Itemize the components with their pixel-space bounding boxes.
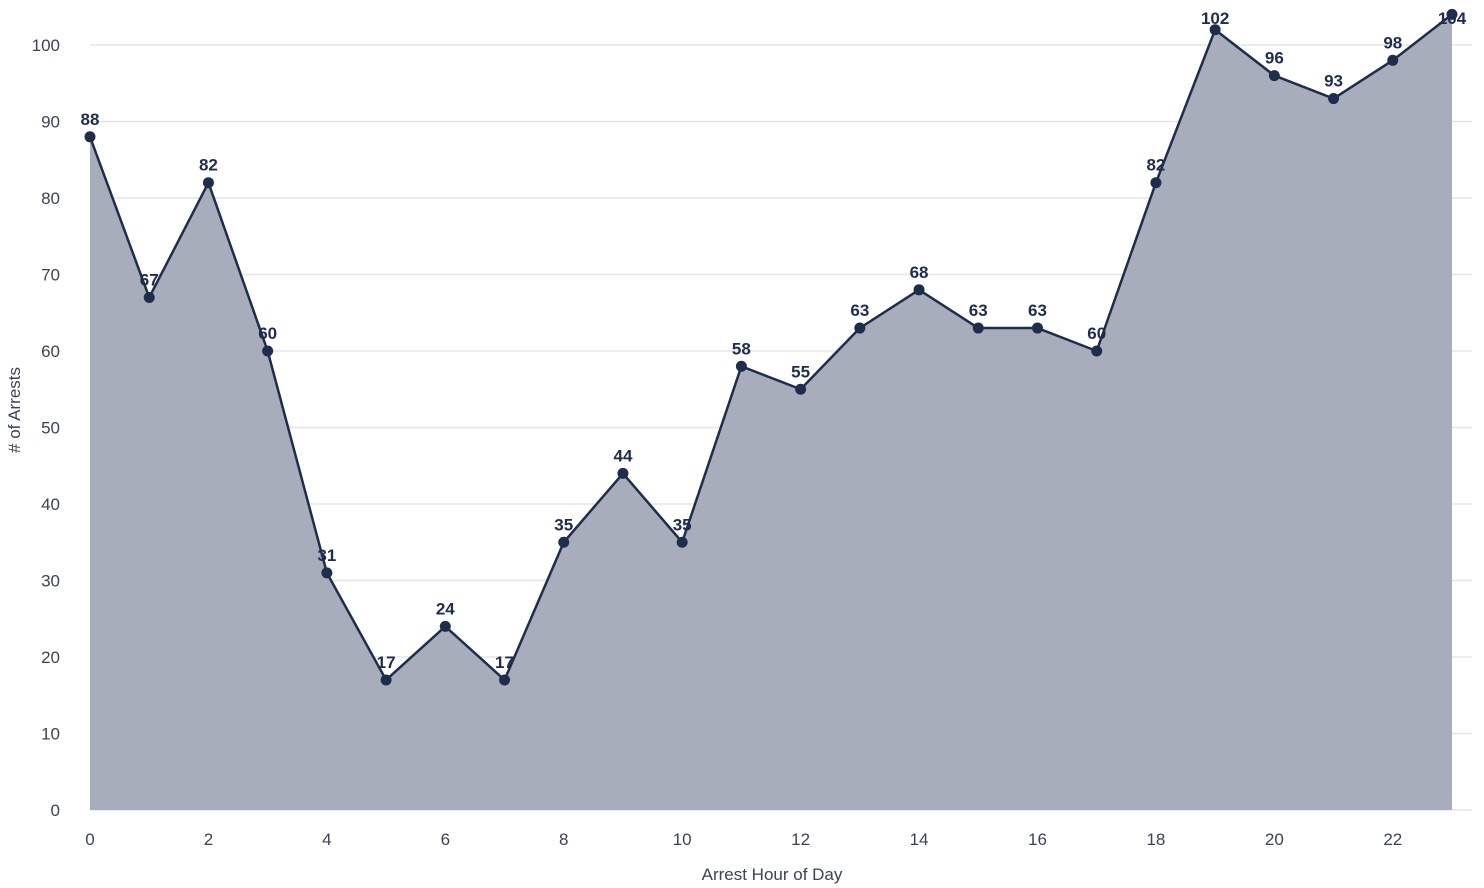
x-axis-title: Arrest Hour of Day <box>702 865 843 884</box>
data-label-19: 102 <box>1201 9 1229 28</box>
data-point-23 <box>1446 8 1458 20</box>
y-tick-label-80: 80 <box>41 189 60 208</box>
x-tick-label-8: 8 <box>559 830 568 849</box>
data-point-7 <box>499 674 511 686</box>
data-point-17 <box>1091 345 1103 357</box>
data-point-11 <box>735 360 747 372</box>
x-axis-ticks: 0 2 4 6 8 10 12 14 16 18 20 22 <box>85 830 1402 849</box>
area-fill <box>90 14 1452 810</box>
data-label-13: 63 <box>850 301 869 320</box>
data-label-20: 96 <box>1265 49 1284 68</box>
data-point-1 <box>143 291 155 303</box>
data-label-12: 55 <box>791 362 810 381</box>
x-tick-label-12: 12 <box>791 830 810 849</box>
data-point-8 <box>558 536 570 548</box>
data-label-10: 35 <box>673 515 692 534</box>
data-point-18 <box>1150 177 1162 189</box>
y-axis-title: # of Arrests <box>5 367 24 453</box>
data-point-10 <box>676 536 688 548</box>
data-label-4: 31 <box>317 546 336 565</box>
data-point-22 <box>1387 54 1399 66</box>
y-tick-label-20: 20 <box>41 648 60 667</box>
x-tick-label-18: 18 <box>1146 830 1165 849</box>
data-label-1: 67 <box>140 270 159 289</box>
x-tick-label-16: 16 <box>1028 830 1047 849</box>
data-label-5: 17 <box>377 653 396 672</box>
x-tick-label-6: 6 <box>441 830 450 849</box>
y-tick-label-90: 90 <box>41 113 60 132</box>
y-tick-label-100: 100 <box>32 36 60 55</box>
data-label-23: 104 <box>1438 9 1467 28</box>
data-labels: 88 67 82 60 31 17 24 17 35 44 35 58 55 63 68 63 63 60 82 10… <box>81 9 1467 672</box>
data-label-11: 58 <box>732 339 751 358</box>
x-tick-label-22: 22 <box>1383 830 1402 849</box>
x-tick-label-4: 4 <box>322 830 331 849</box>
data-point-3 <box>262 345 274 357</box>
data-point-5 <box>380 674 392 686</box>
data-point-2 <box>202 177 214 189</box>
data-point-0 <box>84 131 96 143</box>
y-tick-label-40: 40 <box>41 495 60 514</box>
data-label-0: 88 <box>81 110 100 129</box>
x-tick-label-10: 10 <box>673 830 692 849</box>
data-label-8: 35 <box>554 515 573 534</box>
data-label-15: 63 <box>969 301 988 320</box>
x-tick-label-20: 20 <box>1265 830 1284 849</box>
data-point-13 <box>854 322 866 334</box>
data-point-4 <box>321 567 333 579</box>
x-tick-label-14: 14 <box>910 830 929 849</box>
data-label-21: 93 <box>1324 72 1343 91</box>
data-label-2: 82 <box>199 156 218 175</box>
data-label-17: 60 <box>1087 324 1106 343</box>
x-tick-label-0: 0 <box>85 830 94 849</box>
y-tick-label-60: 60 <box>41 342 60 361</box>
data-point-19 <box>1209 24 1221 36</box>
x-tick-label-2: 2 <box>204 830 213 849</box>
data-label-18: 82 <box>1146 156 1165 175</box>
data-point-21 <box>1328 93 1340 105</box>
data-point-12 <box>795 383 807 395</box>
data-label-6: 24 <box>436 599 455 618</box>
data-label-9: 44 <box>613 446 632 465</box>
data-point-15 <box>972 322 984 334</box>
data-label-16: 63 <box>1028 301 1047 320</box>
y-tick-label-70: 70 <box>41 266 60 285</box>
data-points <box>84 8 1458 686</box>
data-point-9 <box>617 467 629 479</box>
y-tick-label-10: 10 <box>41 725 60 744</box>
data-label-14: 68 <box>910 263 929 282</box>
y-tick-label-50: 50 <box>41 419 60 438</box>
data-point-14 <box>913 284 925 296</box>
data-point-6 <box>439 620 451 632</box>
y-axis-ticks: 0 10 20 30 40 50 60 70 80 90 100 <box>32 36 60 820</box>
data-label-7: 17 <box>495 653 514 672</box>
data-point-16 <box>1031 322 1043 334</box>
data-label-3: 60 <box>258 324 277 343</box>
data-label-22: 98 <box>1383 33 1402 52</box>
series-line <box>88 13 1453 682</box>
y-tick-label-0: 0 <box>51 801 60 820</box>
y-tick-label-30: 30 <box>41 572 60 591</box>
data-point-20 <box>1268 70 1280 82</box>
